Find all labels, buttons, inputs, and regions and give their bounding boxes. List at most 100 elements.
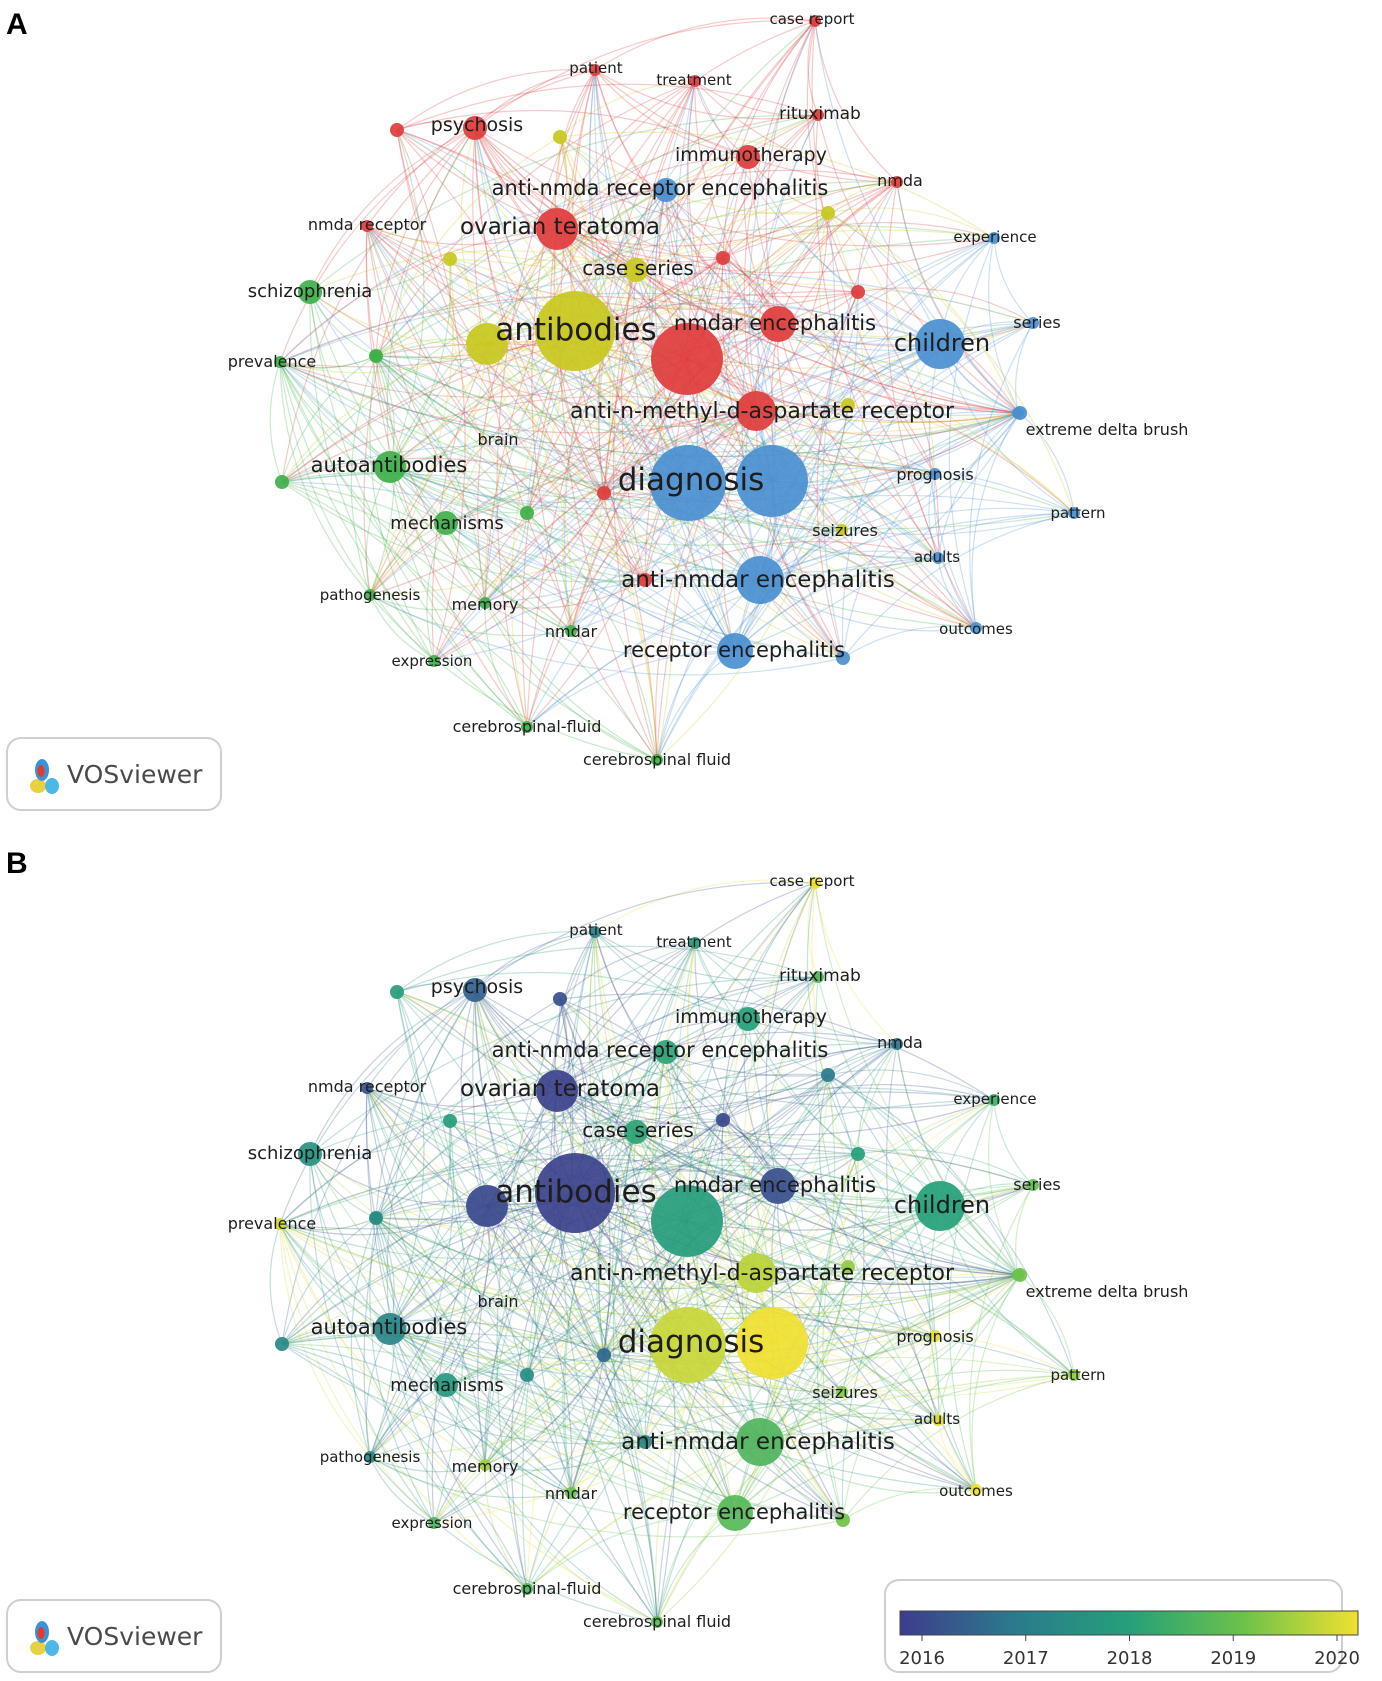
- node-autoantibodies[interactable]: [374, 451, 406, 483]
- node-unlabeled[interactable]: [821, 1068, 835, 1082]
- node-prognosis[interactable]: [929, 468, 941, 480]
- node-psychosis[interactable]: [463, 978, 487, 1002]
- node-rituximab[interactable]: [812, 971, 824, 983]
- node-unlabeled[interactable]: [466, 1185, 508, 1227]
- node-cerebrospinal-fluid[interactable]: [521, 1583, 533, 1595]
- node-mechanisms[interactable]: [434, 1373, 458, 1397]
- node-receptor-encephalitis[interactable]: [717, 1495, 753, 1531]
- node-pathogenesis[interactable]: [364, 1451, 376, 1463]
- node-unlabeled[interactable]: [553, 992, 567, 1006]
- node-unlabeled[interactable]: [638, 1435, 652, 1449]
- node-unlabeled[interactable]: [390, 985, 404, 999]
- node-unlabeled[interactable]: [369, 1211, 383, 1225]
- node-unlabeled[interactable]: [716, 251, 730, 265]
- node-prevalence[interactable]: [274, 1218, 286, 1230]
- node-unlabeled[interactable]: [651, 1185, 723, 1257]
- node-patient[interactable]: [589, 64, 601, 76]
- node-unlabeled[interactable]: [716, 1113, 730, 1127]
- node-series[interactable]: [1027, 317, 1039, 329]
- node-diagnosis[interactable]: [650, 445, 726, 521]
- node-diagnosis[interactable]: [650, 1307, 726, 1383]
- node-unlabeled[interactable]: [736, 445, 808, 517]
- node-ovarian-teratoma[interactable]: [536, 1070, 578, 1112]
- node-schizophrenia[interactable]: [298, 280, 322, 304]
- node-unlabeled[interactable]: [851, 285, 865, 299]
- node-schizophrenia[interactable]: [298, 1142, 322, 1166]
- node-antibodies[interactable]: [535, 291, 615, 371]
- node-pattern[interactable]: [1068, 507, 1080, 519]
- node-anti-n-methyl-d-aspartate-receptor[interactable]: [736, 391, 776, 431]
- node-memory[interactable]: [479, 1459, 491, 1471]
- node-mechanisms[interactable]: [434, 511, 458, 535]
- node-case-series[interactable]: [624, 258, 648, 282]
- node-unlabeled[interactable]: [821, 206, 835, 220]
- node-seizures[interactable]: [836, 524, 848, 536]
- node-anti-nmdar-encephalitis[interactable]: [736, 1418, 784, 1466]
- node-unlabeled[interactable]: [1013, 1268, 1027, 1282]
- node-autoantibodies[interactable]: [374, 1313, 406, 1345]
- node-experience[interactable]: [988, 1094, 1000, 1106]
- node-unlabeled[interactable]: [651, 323, 723, 395]
- node-unlabeled[interactable]: [275, 475, 289, 489]
- node-nmda[interactable]: [891, 1038, 903, 1050]
- node-receptor-encephalitis[interactable]: [717, 633, 753, 669]
- node-psychosis[interactable]: [463, 116, 487, 140]
- node-unlabeled[interactable]: [638, 573, 652, 587]
- node-children[interactable]: [915, 319, 965, 369]
- node-adults[interactable]: [932, 1414, 944, 1426]
- node-nmdar[interactable]: [565, 1487, 577, 1499]
- node-immunotherapy[interactable]: [736, 145, 760, 169]
- node-nmda-receptor[interactable]: [361, 1082, 373, 1094]
- node-unlabeled[interactable]: [520, 1368, 534, 1382]
- node-case-report[interactable]: [809, 877, 821, 889]
- node-prognosis[interactable]: [929, 1330, 941, 1342]
- node-seizures[interactable]: [836, 1386, 848, 1398]
- node-rituximab[interactable]: [812, 109, 824, 121]
- node-unlabeled[interactable]: [836, 651, 850, 665]
- node-anti-nmdar-encephalitis[interactable]: [736, 556, 784, 604]
- node-unlabeled[interactable]: [841, 1260, 855, 1274]
- node-ovarian-teratoma[interactable]: [536, 208, 578, 250]
- node-unlabeled[interactable]: [1013, 406, 1027, 420]
- node-cerebrospinal-fluid[interactable]: [651, 1616, 663, 1628]
- node-unlabeled[interactable]: [553, 130, 567, 144]
- node-memory[interactable]: [479, 597, 491, 609]
- node-expression[interactable]: [428, 1517, 440, 1529]
- node-pathogenesis[interactable]: [364, 589, 376, 601]
- node-unlabeled[interactable]: [836, 1513, 850, 1527]
- node-patient[interactable]: [589, 926, 601, 938]
- node-unlabeled[interactable]: [443, 252, 457, 266]
- node-outcomes[interactable]: [970, 1484, 982, 1496]
- node-anti-nmda-receptor-encephalitis[interactable]: [654, 1040, 678, 1064]
- node-cerebrospinal-fluid[interactable]: [521, 721, 533, 733]
- node-series[interactable]: [1027, 1179, 1039, 1191]
- node-case-report[interactable]: [809, 15, 821, 27]
- node-nmdar-encephalitis[interactable]: [760, 306, 796, 342]
- node-unlabeled[interactable]: [520, 506, 534, 520]
- node-unlabeled[interactable]: [851, 1147, 865, 1161]
- node-unlabeled[interactable]: [736, 1307, 808, 1379]
- node-unlabeled[interactable]: [597, 486, 611, 500]
- node-unlabeled[interactable]: [466, 323, 508, 365]
- node-anti-nmda-receptor-encephalitis[interactable]: [654, 178, 678, 202]
- node-unlabeled[interactable]: [275, 1337, 289, 1351]
- node-unlabeled[interactable]: [443, 1114, 457, 1128]
- node-experience[interactable]: [988, 232, 1000, 244]
- node-case-series[interactable]: [624, 1120, 648, 1144]
- node-nmdar[interactable]: [565, 625, 577, 637]
- node-adults[interactable]: [932, 552, 944, 564]
- node-immunotherapy[interactable]: [736, 1007, 760, 1031]
- node-children[interactable]: [915, 1181, 965, 1231]
- node-pattern[interactable]: [1068, 1369, 1080, 1381]
- node-anti-n-methyl-d-aspartate-receptor[interactable]: [736, 1253, 776, 1293]
- node-outcomes[interactable]: [970, 622, 982, 634]
- node-cerebrospinal-fluid[interactable]: [651, 754, 663, 766]
- node-antibodies[interactable]: [535, 1153, 615, 1233]
- node-treatment[interactable]: [689, 75, 701, 87]
- node-prevalence[interactable]: [274, 356, 286, 368]
- node-unlabeled[interactable]: [597, 1348, 611, 1362]
- node-unlabeled[interactable]: [841, 398, 855, 412]
- node-nmda[interactable]: [891, 176, 903, 188]
- node-treatment[interactable]: [689, 937, 701, 949]
- node-unlabeled[interactable]: [390, 123, 404, 137]
